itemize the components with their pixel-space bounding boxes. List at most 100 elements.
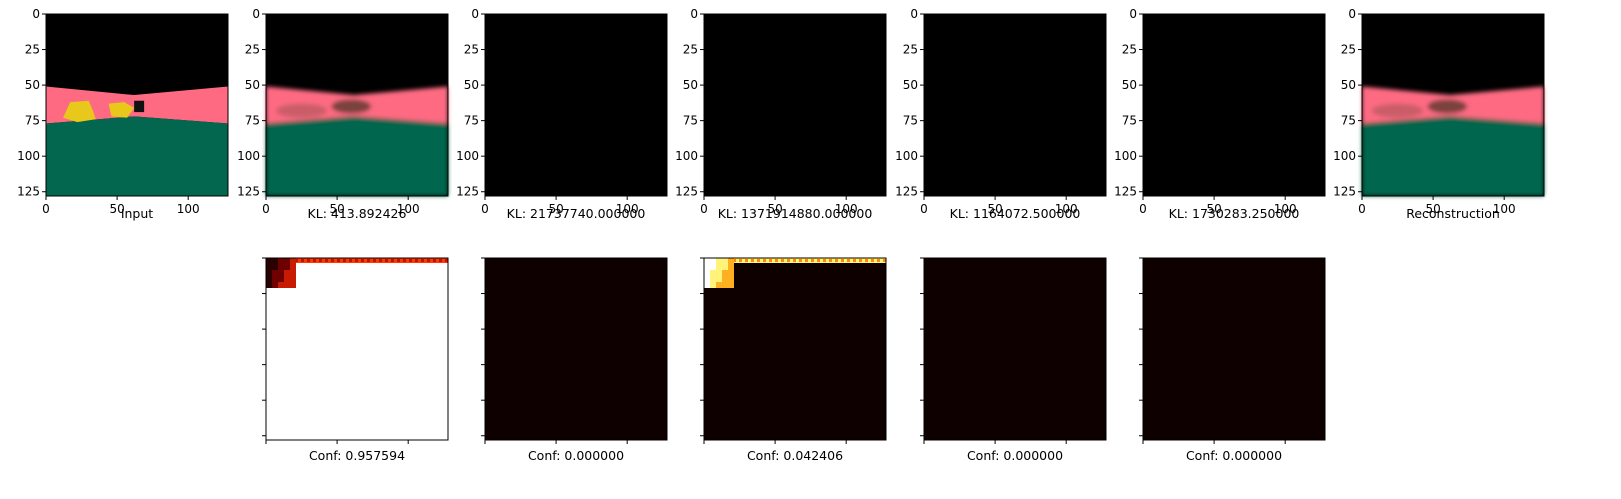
heatmap-cell xyxy=(421,259,424,262)
blur-car xyxy=(1371,103,1424,118)
y-tick-label: 100 xyxy=(675,149,698,163)
scene-layer xyxy=(266,86,448,196)
heatmap-cell xyxy=(722,276,728,282)
x-tick-label: 0 xyxy=(262,202,270,216)
heatmap-cell xyxy=(290,264,296,270)
heatmap-cell xyxy=(343,259,346,262)
heatmap-cell xyxy=(835,259,838,262)
heatmap-cell xyxy=(823,259,826,262)
y-tick-label: 0 xyxy=(1348,7,1356,21)
ground-region xyxy=(46,116,228,196)
heatmap-cell xyxy=(710,282,716,288)
y-tick-label: 100 xyxy=(456,149,479,163)
heatmap-bg xyxy=(1143,258,1325,440)
heatmap-cell xyxy=(415,259,418,262)
y-tick-label: 50 xyxy=(25,78,40,92)
heatmap-cell xyxy=(367,259,370,262)
y-tick-label: 25 xyxy=(1122,43,1137,57)
heatmap-cell xyxy=(847,259,850,262)
panel-caption: Conf: 0.957594 xyxy=(309,448,405,463)
image-black xyxy=(1143,14,1325,196)
y-tick-label: 125 xyxy=(17,185,40,199)
heatmap-cell xyxy=(745,259,748,262)
heatmap-cell xyxy=(319,259,322,262)
heatmap-cell xyxy=(290,258,296,264)
heatmap-cell xyxy=(775,259,778,262)
top-panel: 0 50 100 0 25 50 75 100 125 KL: 21737740.000000 xyxy=(456,7,668,221)
heatmap-cell xyxy=(751,259,754,262)
y-tick-label: 50 xyxy=(464,78,479,92)
x-tick-label: 100 xyxy=(1274,202,1297,216)
bottom-panel: Conf: 0.957594 xyxy=(262,257,449,463)
x-tick-label: 0 xyxy=(1358,202,1366,216)
heatmap-cell xyxy=(757,259,760,262)
image-black xyxy=(485,14,667,196)
heatmap-cell xyxy=(313,259,316,262)
y-tick-label: 75 xyxy=(464,114,479,128)
heatmap-cell xyxy=(793,259,796,262)
y-tick-label: 25 xyxy=(25,43,40,57)
heatmap-cell xyxy=(284,270,290,276)
y-tick-label: 75 xyxy=(1341,114,1356,128)
heatmap-cell xyxy=(373,259,376,262)
x-tick-label: 50 xyxy=(1206,202,1221,216)
car-right xyxy=(108,102,135,118)
top-panel: 0 50 100 0 25 50 75 100 125 KL: 1164072.500000 xyxy=(895,7,1107,221)
heatmap-bg xyxy=(485,258,667,440)
dark-object xyxy=(134,100,145,113)
heatmap-cell xyxy=(284,282,290,288)
heatmap-cell xyxy=(301,259,304,262)
y-tick-label: 125 xyxy=(1333,185,1356,199)
x-tick-label: 0 xyxy=(42,202,50,216)
x-tick-label: 50 xyxy=(987,202,1002,216)
x-tick-label: 100 xyxy=(1055,202,1078,216)
heatmap-cell xyxy=(722,282,728,288)
panel-caption: KL: 1730283.250000 xyxy=(1169,206,1300,221)
y-tick-label: 125 xyxy=(1114,185,1137,199)
heatmap-cell xyxy=(859,259,862,262)
panel-caption: KL: 21737740.000000 xyxy=(507,206,646,221)
bottom-panel: Conf: 0.000000 xyxy=(1139,257,1326,463)
y-tick-label: 100 xyxy=(1114,149,1137,163)
heatmap-cell xyxy=(787,259,790,262)
panel-caption: Conf: 0.042406 xyxy=(747,448,843,463)
x-tick-label: 100 xyxy=(1493,202,1516,216)
heatmap-cell xyxy=(799,259,802,262)
top-panel: 0 50 100 0 25 50 75 100 125 Reconstruction xyxy=(1333,7,1545,221)
x-tick-label: 50 xyxy=(767,202,782,216)
x-tick-label: 50 xyxy=(109,202,124,216)
bottom-panel: Conf: 0.042406 xyxy=(700,257,887,463)
heatmap-cell xyxy=(361,259,364,262)
heatmap-cell xyxy=(445,259,448,262)
bottom-panel: Conf: 0.000000 xyxy=(481,257,668,463)
heatmap-cell xyxy=(716,282,722,288)
heatmap-cell xyxy=(704,276,710,282)
axes-frame xyxy=(923,257,1107,441)
heatmap-cell xyxy=(439,259,442,262)
heatmap-cell xyxy=(278,282,284,288)
y-tick-label: 50 xyxy=(245,78,260,92)
axes-frame xyxy=(1361,13,1545,197)
heatmap-cell xyxy=(728,276,734,282)
panel-caption: KL: 1164072.500000 xyxy=(950,206,1081,221)
y-tick-label: 75 xyxy=(245,114,260,128)
heatmap-cell xyxy=(272,270,278,276)
heatmap-cell xyxy=(272,276,278,282)
heatmap-bg xyxy=(924,258,1106,440)
heatmap-cell xyxy=(716,258,722,264)
heatmap-cell xyxy=(284,264,290,270)
heatmap-cell xyxy=(266,270,272,276)
panel-caption: Input xyxy=(121,206,153,221)
heatmap-bg xyxy=(266,258,448,440)
heatmap-bg xyxy=(704,258,886,440)
heatmap-cell xyxy=(385,259,388,262)
heatmap-cell xyxy=(865,259,868,262)
top-panel: 0 50 100 0 25 50 75 100 125 KL: 1371914880.000000 xyxy=(675,7,887,221)
heatmap-cell xyxy=(883,259,886,262)
top-panel: 0 50 100 0 25 50 75 100 125 Input xyxy=(17,7,229,221)
axes-frame xyxy=(923,13,1107,197)
heatmap-cell xyxy=(433,259,436,262)
blur-car xyxy=(275,103,328,118)
image-black xyxy=(704,14,886,196)
axes-frame xyxy=(484,13,668,197)
